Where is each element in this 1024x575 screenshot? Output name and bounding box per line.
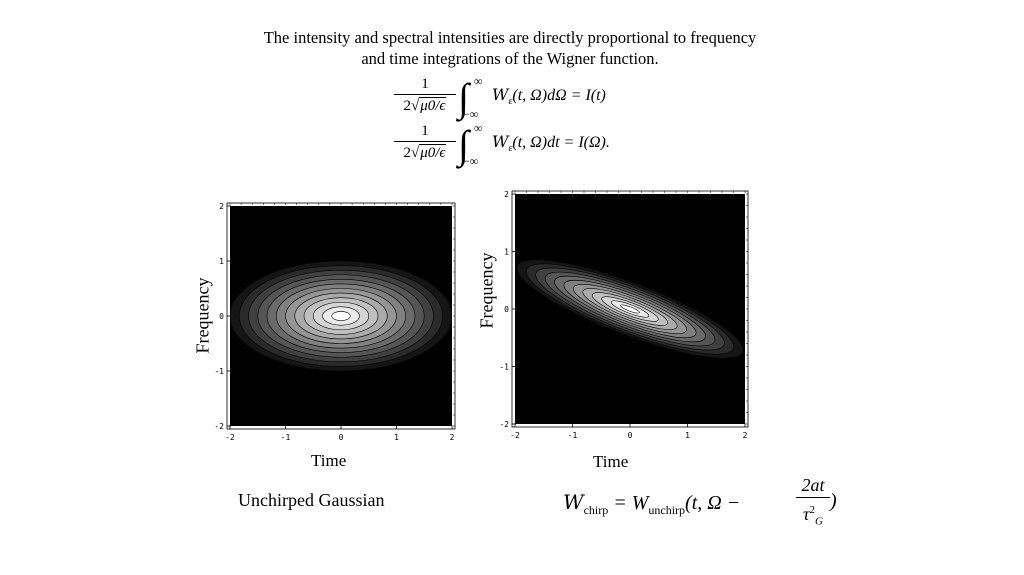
equation-2-integral-sign: ∫ <box>458 122 469 167</box>
x-tick-label: 1 <box>685 431 690 440</box>
x-tick-label: 2 <box>450 433 455 442</box>
equation-2-fraction: 1 2√μ0/ϵ <box>394 122 456 162</box>
x-tick-label: 0 <box>339 433 344 442</box>
equation-1-denominator: 2√μ0/ϵ <box>403 97 447 114</box>
y-tick-label: -2 <box>499 420 509 429</box>
equation-1-integral-sign: ∫ <box>458 75 469 120</box>
equation-2-numerator: 1 <box>421 123 429 139</box>
caption-unchirped: Unchirped Gaussian <box>238 490 385 510</box>
equation-1-lower-limit: −∞ <box>463 107 479 121</box>
intro-text: The intensity and spectral intensities a… <box>200 27 820 69</box>
equation-1-fraction: 1 2√μ0/ϵ <box>394 75 456 115</box>
y-tick-label: 1 <box>504 248 509 257</box>
y-tick-label: 2 <box>219 202 224 211</box>
x-tick-label: 0 <box>628 431 633 440</box>
equation-1-rhs: Wε(t, Ω)dΩ = I(t) <box>492 85 606 108</box>
y-tick-label: 1 <box>219 257 224 266</box>
x-tick-label: -2 <box>225 433 235 442</box>
equation-2-rhs: Wε(t, Ω)dt = I(Ω). <box>492 132 610 155</box>
y-tick-label: 0 <box>219 312 224 321</box>
equation-1-numerator: 1 <box>421 76 429 92</box>
plot-unchirped-xlabel: Time <box>311 451 347 470</box>
chirp-equation-lhs: Wchirp = Wunchirp(t, Ω − <box>563 490 741 517</box>
plot-chirped-svg: -2 -1 0 1 2 2 1 0 -1 -2 <box>499 190 749 440</box>
x-tick-label: -1 <box>281 433 291 442</box>
x-tick-label: -1 <box>568 431 578 440</box>
y-tick-label: -1 <box>499 363 509 372</box>
plot-chirped-xlabel: Time <box>593 452 629 471</box>
plot-unchirped-ylabel: Frequency <box>192 277 213 354</box>
plot-unchirped: -2 -1 0 1 2 2 1 0 -1 -2 <box>210 200 470 455</box>
y-tick-label: -1 <box>214 367 224 376</box>
plot-chirped: -2 -1 0 1 2 2 1 0 -1 -2 <box>495 186 760 449</box>
contour-level-1 <box>620 304 640 314</box>
x-tick-label: 2 <box>743 431 748 440</box>
chirp-fraction-denominator: τ2G <box>803 504 823 528</box>
contour-level-1 <box>331 311 351 321</box>
y-tick-label: 2 <box>504 190 509 199</box>
x-tick-label: -2 <box>510 431 520 440</box>
y-tick-label: -2 <box>214 422 224 431</box>
y-tick-label: 0 <box>504 305 509 314</box>
plot-unchirped-svg: -2 -1 0 1 2 2 1 0 -1 -2 <box>214 202 456 442</box>
x-tick-label: 1 <box>394 433 399 442</box>
intro-line-1: The intensity and spectral intensities a… <box>263 28 757 47</box>
chirp-close-paren: ) <box>830 490 837 512</box>
equation-2-denominator: 2√μ0/ϵ <box>403 144 447 161</box>
chirp-fraction-numerator: 2at <box>801 475 825 495</box>
equation-1-upper-limit: ∞ <box>474 74 483 88</box>
plot-chirped-ylabel: Frequency <box>476 252 497 329</box>
equation-2-lower-limit: −∞ <box>463 154 479 168</box>
intro-line-2: and time integrations of the Wigner func… <box>361 49 659 68</box>
equation-2-upper-limit: ∞ <box>474 121 483 135</box>
chirp-fraction: 2at τ2G <box>796 474 830 532</box>
